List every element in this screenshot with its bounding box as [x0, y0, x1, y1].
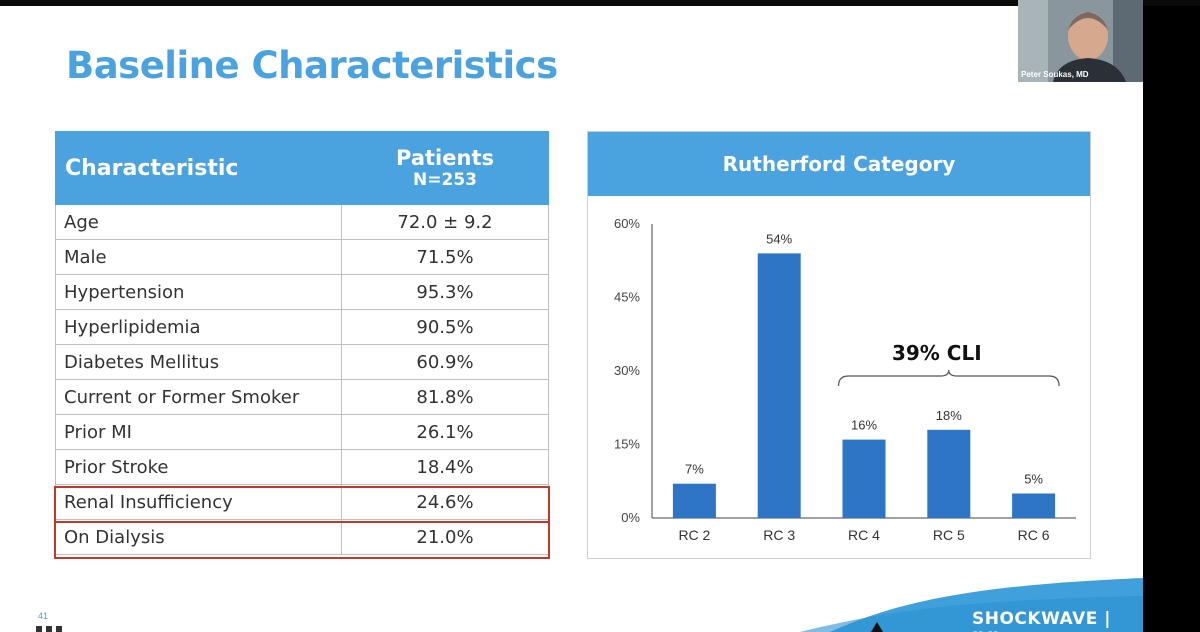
header-patients-label: Patients: [396, 146, 494, 170]
row-label: Diabetes Mellitus: [55, 344, 342, 380]
cli-annotation: 39% CLI: [892, 341, 982, 365]
row-value: 18.4%: [341, 449, 549, 485]
bar-data-label: 7%: [685, 462, 704, 477]
x-tick-label: RC 4: [848, 527, 880, 543]
table-row: Hypertension 95.3%: [55, 274, 549, 310]
webcam-name-label: Peter Soukas, MD: [1021, 70, 1089, 79]
row-label: On Dialysis: [55, 519, 342, 555]
row-value: 26.1%: [341, 414, 549, 450]
page-number: 41: [38, 611, 49, 621]
row-label: Prior Stroke: [55, 449, 342, 485]
webcam-video: [1018, 0, 1143, 82]
bar-data-label: 16%: [851, 418, 877, 433]
table-header-row: Characteristic Patients N=253: [55, 131, 549, 205]
mouse-cursor: [871, 622, 883, 632]
row-label: Renal Insufficiency: [55, 484, 342, 520]
chart-svg: 0% 15% 30% 45% 60% 7% RC 2 54% RC 3 16% RC 4 18% RC …: [614, 216, 1076, 543]
table-row: Diabetes Mellitus 60.9%: [55, 344, 549, 380]
slide: Baseline Characteristics Characteristic …: [0, 0, 1143, 632]
row-value: 72.0 ± 9.2: [341, 204, 549, 240]
x-tick-label: RC 5: [933, 527, 965, 543]
table-row: Current or Former Smoker 81.8%: [55, 379, 549, 415]
highlight-box-dialysis: [54, 521, 550, 559]
presenter-controls-icon[interactable]: [36, 624, 76, 632]
bar: [672, 483, 716, 518]
row-value: 71.5%: [341, 239, 549, 275]
cli-bracket: [837, 369, 1060, 387]
chart-title: Rutherford Category: [588, 132, 1090, 196]
row-label: Hyperlipidemia: [55, 309, 342, 345]
slide-title: Baseline Characteristics: [66, 44, 558, 87]
table-row: On Dialysis 21.0%: [55, 519, 549, 555]
header-n: N=253: [413, 170, 477, 190]
y-tick-label: 15%: [614, 437, 640, 452]
y-tick-label: 0%: [621, 510, 640, 525]
table-row: Renal Insufficiency 24.6%: [55, 484, 549, 520]
bar-data-label: 54%: [766, 231, 792, 246]
bar: [757, 253, 801, 518]
y-tick-label: 45%: [614, 290, 640, 305]
header-patients: Patients N=253: [341, 131, 549, 205]
x-tick-label: RC 3: [763, 527, 795, 543]
row-value: 60.9%: [341, 344, 549, 380]
row-value: 21.0%: [341, 519, 549, 555]
row-label: Current or Former Smoker: [55, 379, 342, 415]
bar: [842, 439, 886, 518]
row-label: Hypertension: [55, 274, 342, 310]
footer-wave: [800, 578, 1143, 632]
y-tick-label: 60%: [614, 216, 640, 231]
baseline-table: Characteristic Patients N=253 Age 72.0 ± …: [55, 131, 549, 555]
webcam-tile[interactable]: Peter Soukas, MD: [1018, 0, 1143, 82]
rutherford-chart: Rutherford Category 0% 15% 30% 45% 60% 7% RC 2…: [587, 131, 1091, 559]
row-value: 24.6%: [341, 484, 549, 520]
top-bar: [0, 0, 1200, 6]
y-tick-label: 30%: [614, 363, 640, 378]
bar: [1012, 493, 1056, 518]
table-row: Male 71.5%: [55, 239, 549, 275]
header-characteristic: Characteristic: [55, 131, 342, 205]
bar-data-label: 18%: [936, 408, 962, 423]
x-tick-label: RC 6: [1018, 527, 1050, 543]
bar-data-label: 5%: [1024, 472, 1043, 487]
table-row: Prior Stroke 18.4%: [55, 449, 549, 485]
bar: [927, 429, 971, 518]
x-tick-label: RC 2: [678, 527, 710, 543]
company-logo: SHOCKWAVE | IVL: [972, 609, 1111, 632]
